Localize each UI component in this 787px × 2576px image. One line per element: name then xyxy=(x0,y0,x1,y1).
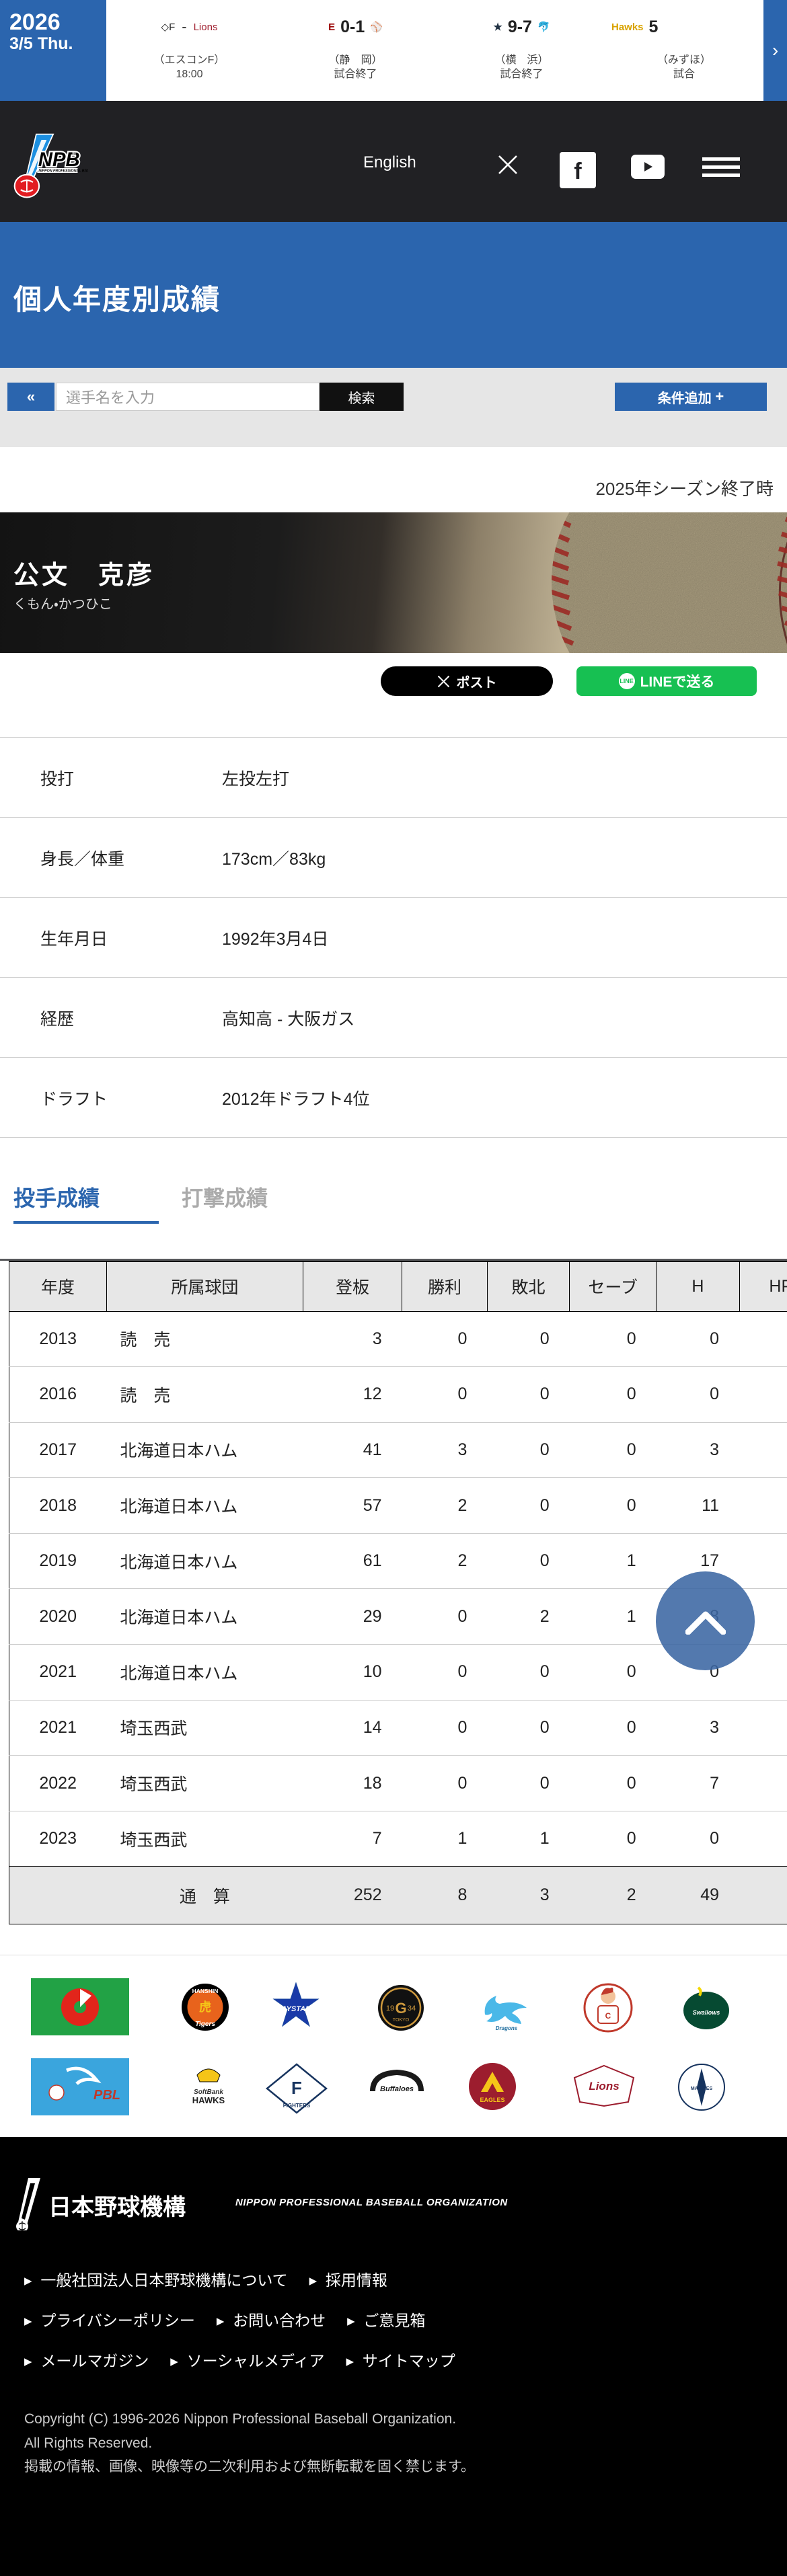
svg-text:G: G xyxy=(395,2000,406,2017)
svg-text:19: 19 xyxy=(386,2004,394,2013)
svg-text:MARINES: MARINES xyxy=(691,2086,713,2091)
svg-text:Buffaloes: Buffaloes xyxy=(380,2085,414,2093)
svg-text:®: ® xyxy=(72,149,77,156)
svg-text:C: C xyxy=(605,2011,611,2021)
svg-text:f: f xyxy=(574,159,582,184)
svg-text:NIPPON PROFESSIONAL BASEBALL: NIPPON PROFESSIONAL BASEBALL xyxy=(38,169,88,173)
svg-text:F: F xyxy=(291,2078,302,2098)
svg-text:Tigers: Tigers xyxy=(195,2021,215,2028)
svg-text:BAYSTARS: BAYSTARS xyxy=(276,2005,317,2013)
svg-text:Dragons: Dragons xyxy=(496,2025,518,2031)
svg-text:FIGHTERS: FIGHTERS xyxy=(283,2103,311,2109)
svg-text:PBL: PBL xyxy=(93,2088,120,2103)
svg-text:34: 34 xyxy=(408,2004,416,2013)
svg-text:EAGLES: EAGLES xyxy=(480,2097,504,2103)
svg-text:HANSHIN: HANSHIN xyxy=(192,1988,219,1994)
svg-text:TOKYO: TOKYO xyxy=(393,2018,410,2023)
svg-text:Swallows: Swallows xyxy=(693,2009,720,2016)
svg-text:Lions: Lions xyxy=(589,2080,619,2093)
svg-text:HAWKS: HAWKS xyxy=(192,2095,225,2105)
svg-text:虎: 虎 xyxy=(199,2000,211,2014)
